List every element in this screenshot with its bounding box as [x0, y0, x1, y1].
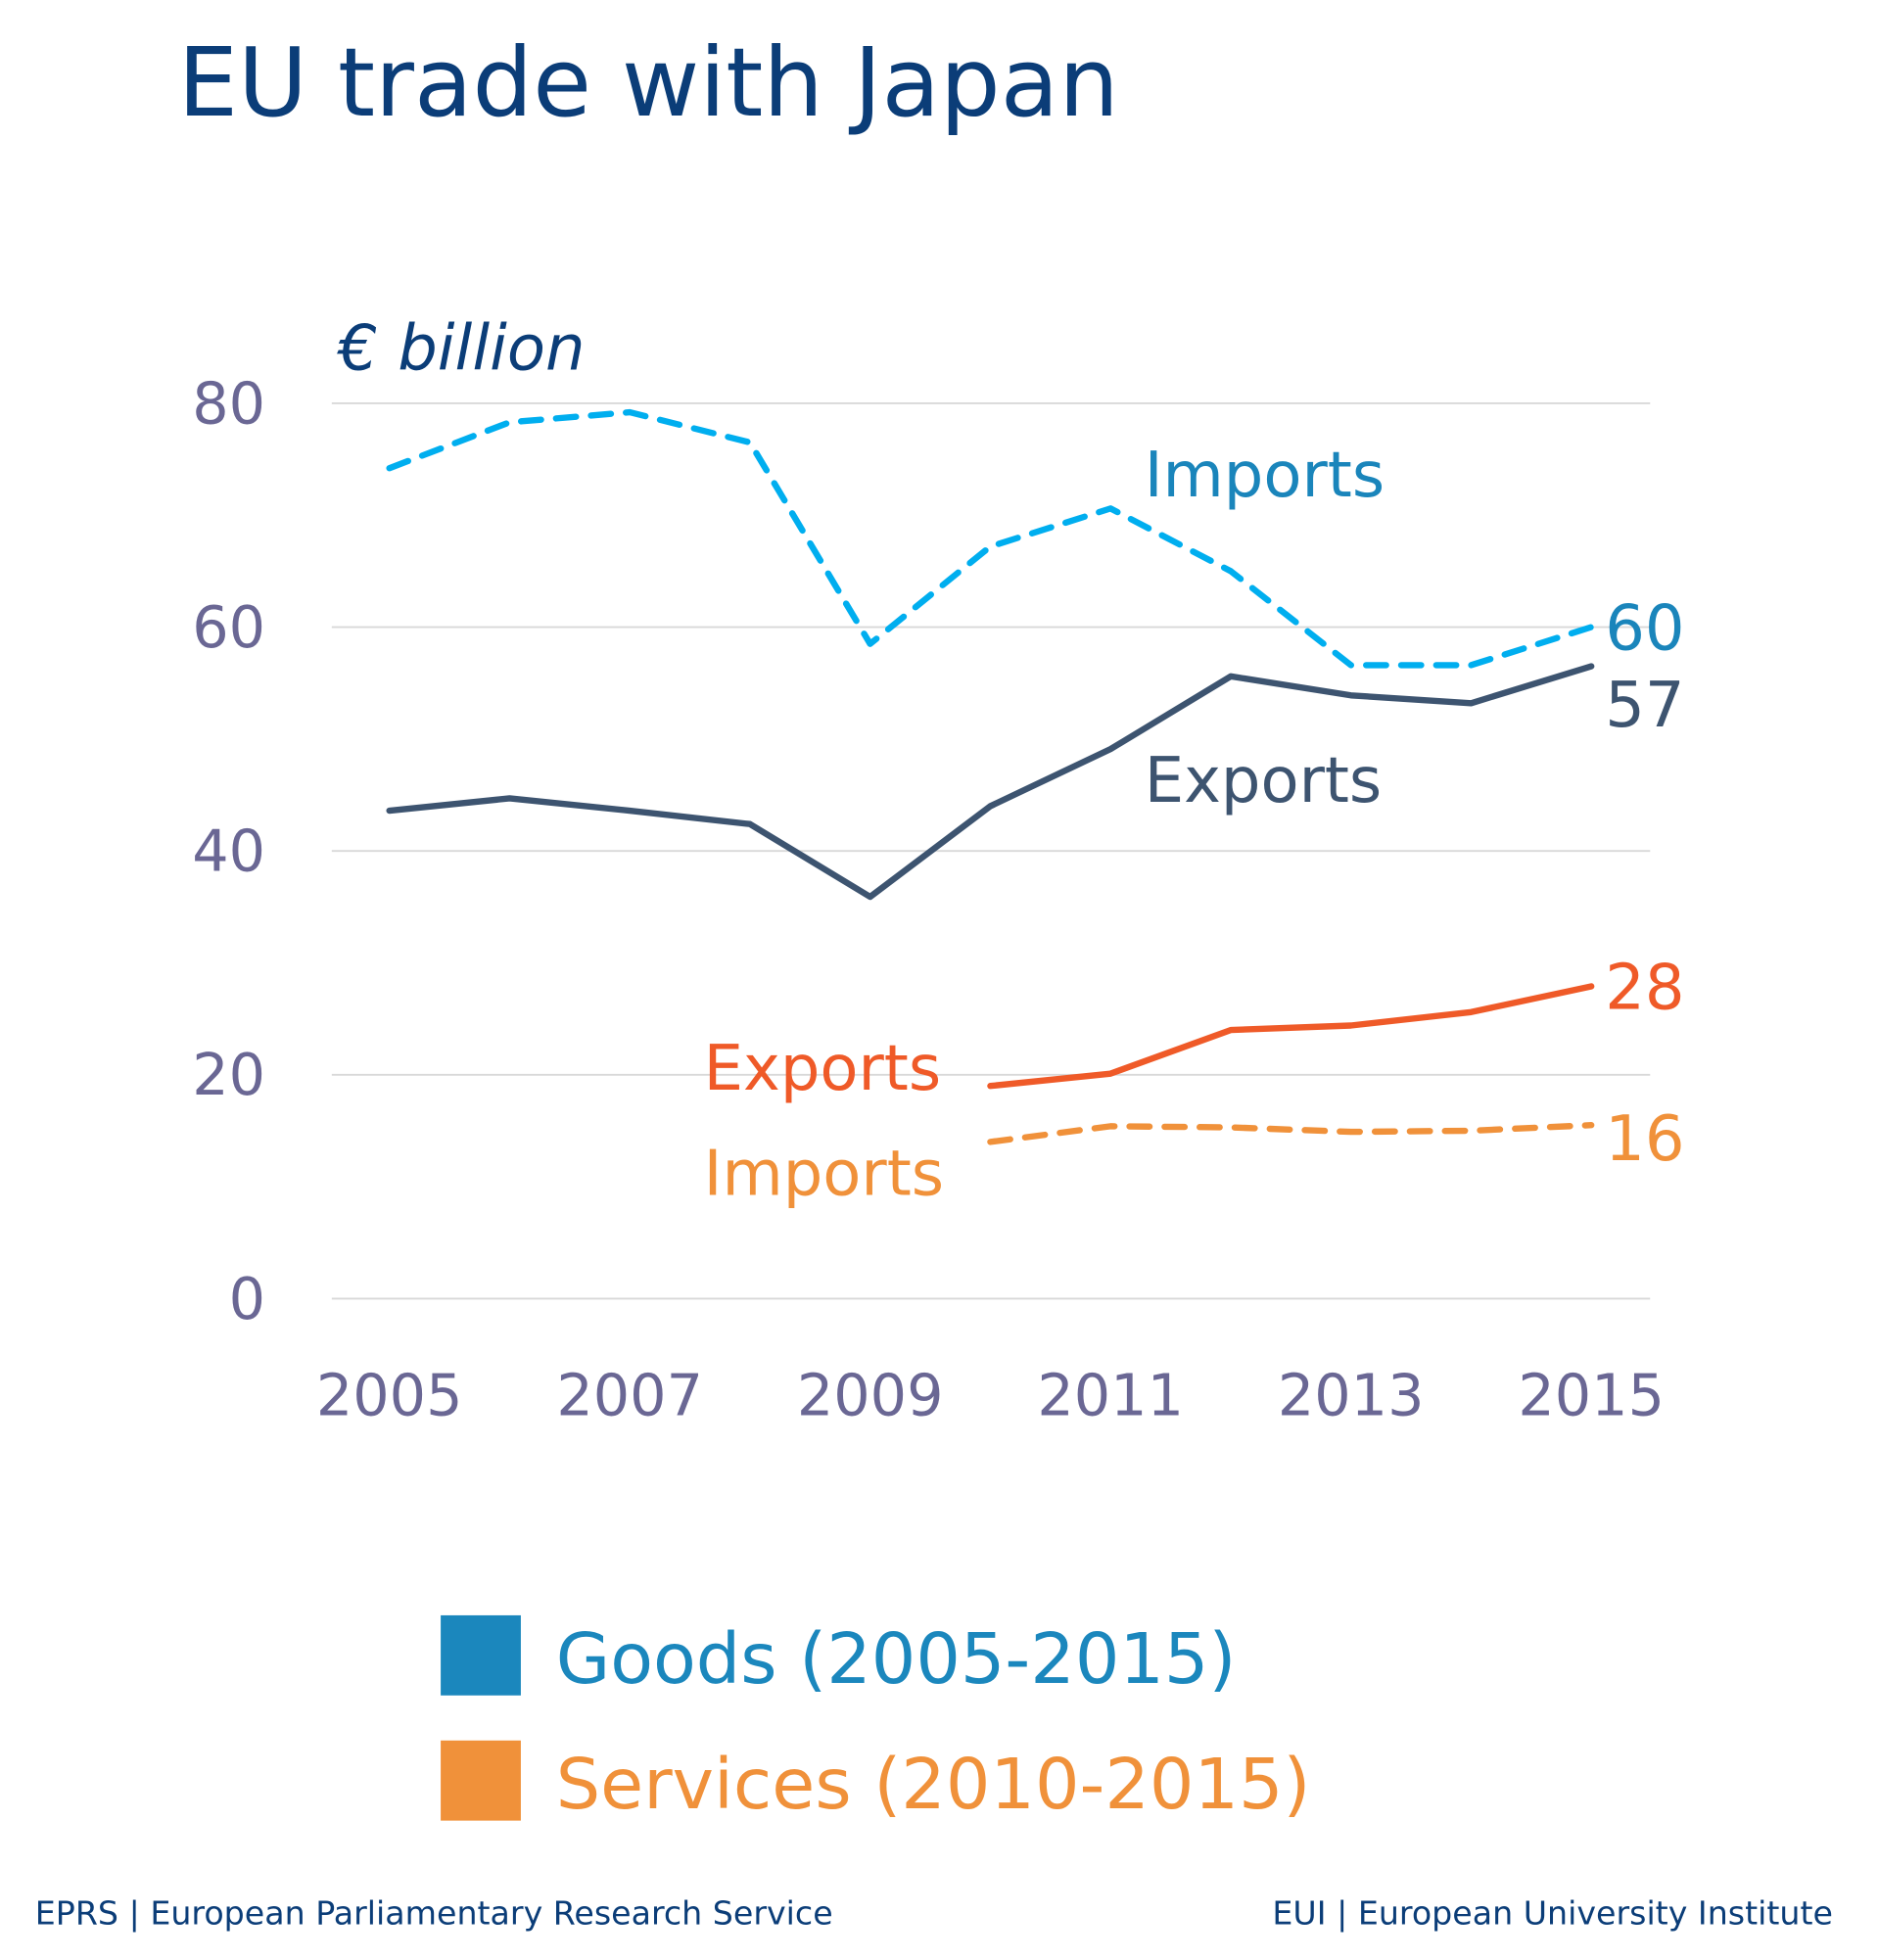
y-tick-label: 60 — [192, 593, 265, 661]
series-line-services-exports — [987, 983, 1595, 1090]
y-tick-label: 40 — [192, 817, 265, 885]
chart-title: EU trade with Japan — [178, 27, 1119, 138]
series-label: Imports — [1145, 440, 1385, 512]
x-tick-label: 2007 — [556, 1361, 703, 1428]
x-tick-label: 2011 — [1037, 1361, 1184, 1428]
legend-label: Services (2010-2015) — [556, 1744, 1311, 1825]
y-tick-label: 20 — [192, 1041, 265, 1108]
end-value-label: 28 — [1605, 953, 1684, 1025]
series-label: Exports — [1145, 745, 1383, 817]
x-tick-label: 2005 — [316, 1361, 463, 1428]
series-line-goods-exports — [386, 663, 1595, 901]
series-label: Imports — [704, 1138, 944, 1210]
series-line-goods-imports — [386, 408, 1595, 669]
x-tick-label: 2009 — [797, 1361, 944, 1428]
y-tick-label: 80 — [192, 369, 265, 437]
end-value-label: 16 — [1605, 1103, 1684, 1176]
y-tick-label: 0 — [229, 1265, 265, 1332]
y-axis-unit-label: € billion — [336, 313, 585, 386]
series-line-services-imports — [987, 1122, 1595, 1145]
legend-swatch — [441, 1614, 521, 1696]
footer-left: EPRS | European Parliamentary Research S… — [35, 1894, 833, 1933]
x-tick-label: 2015 — [1518, 1361, 1665, 1428]
series-label: Exports — [704, 1033, 942, 1105]
footer-right: EUI | European University Institute — [1272, 1894, 1833, 1933]
legend-swatch — [441, 1740, 521, 1821]
end-value-label: 60 — [1605, 593, 1684, 666]
x-tick-label: 2013 — [1278, 1361, 1425, 1428]
legend-label: Goods (2005-2015) — [556, 1618, 1237, 1700]
end-value-label: 57 — [1605, 670, 1684, 742]
